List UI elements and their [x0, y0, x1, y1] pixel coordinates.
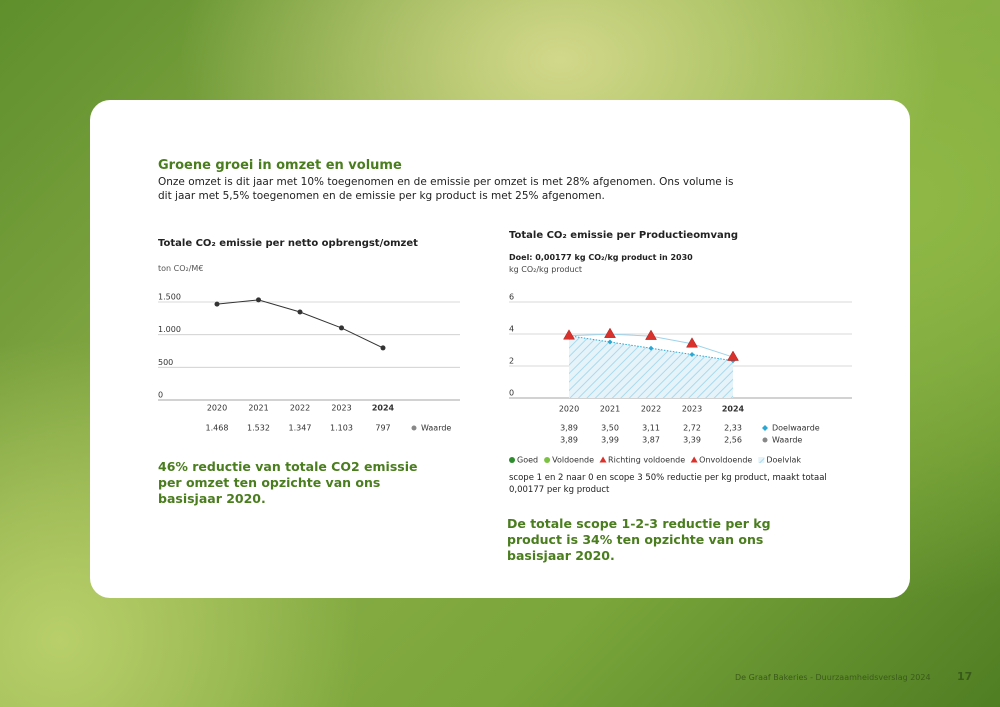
value-label: 3,11	[642, 424, 660, 433]
axis-unit: kg CO₂/kg product	[509, 265, 583, 274]
x-tick-label: 2023	[331, 404, 351, 413]
status-marker	[599, 456, 607, 463]
y-tick-label: 2	[509, 357, 514, 366]
highlight: De totale scope 1-2-3 reductie per kg pr…	[507, 516, 771, 563]
status-label: Voldoende	[552, 456, 594, 465]
axis-unit: ton CO₂/M€	[158, 264, 204, 273]
point	[297, 309, 303, 315]
status-label: Onvoldoende	[699, 456, 752, 465]
value-label: 2,56	[724, 436, 742, 445]
paragraph-line: Onze omzet is dit jaar met 10% toegenome…	[158, 176, 734, 188]
x-tick-label: 2023	[682, 405, 702, 414]
x-tick-label: 2021	[248, 404, 268, 413]
value-label: 3,87	[642, 436, 660, 445]
value-label: 1.347	[289, 424, 312, 433]
status-marker	[690, 456, 698, 463]
status-marker	[544, 457, 551, 463]
value-label: 3,50	[601, 424, 619, 433]
point	[607, 339, 613, 345]
point	[645, 329, 657, 340]
y-tick-label: 4	[509, 325, 514, 334]
value-label: 1.468	[206, 424, 229, 433]
value-label: 797	[375, 424, 390, 433]
x-tick-label: 2021	[600, 405, 620, 414]
x-tick-label: 2020	[559, 405, 579, 414]
point	[563, 329, 575, 340]
y-tick-label: 1.500	[158, 293, 181, 302]
point	[256, 297, 261, 303]
status-label: Doelvlak	[766, 456, 801, 465]
point	[339, 325, 344, 331]
legend-marker	[762, 437, 768, 443]
page-number: 17	[957, 670, 973, 683]
legend-marker	[762, 425, 768, 431]
y-tick-label: 1.000	[158, 325, 181, 334]
legend-label: Doelwaarde	[772, 424, 820, 433]
status-marker	[509, 457, 515, 463]
chart-subtitle: Doel: 0,00177 kg CO₂/kg product in 2030	[509, 253, 693, 262]
footer-text: De Graaf Bakeries - Duurzaamheidsverslag…	[735, 673, 931, 682]
chart-title: Totale CO₂ emissie per netto opbrengst/o…	[158, 238, 418, 249]
note: scope 1 en 2 naar 0 en scope 3 50% reduc…	[509, 473, 827, 495]
x-tick-label: 2022	[641, 405, 661, 414]
y-tick-label: 500	[158, 358, 173, 367]
point	[648, 345, 654, 351]
highlight: 46% reductie van totale CO2 emissie per …	[158, 459, 418, 506]
y-tick-label: 6	[509, 293, 514, 302]
value-label: 2,72	[683, 424, 701, 433]
series-line	[568, 335, 734, 362]
value-label: 3,89	[560, 436, 578, 445]
point	[604, 327, 616, 338]
value-label: 2,33	[724, 424, 742, 433]
point	[727, 350, 739, 361]
legend-marker	[411, 425, 417, 431]
point	[689, 351, 695, 357]
y-tick-label: 0	[509, 389, 514, 398]
point	[214, 301, 220, 307]
value-label: 1.103	[330, 424, 353, 433]
section-title: Groene groei in omzet en volume	[158, 158, 402, 173]
point	[686, 337, 698, 348]
y-tick-label: 0	[158, 391, 163, 400]
status-marker	[758, 457, 765, 463]
target-area	[569, 335, 733, 398]
series-line	[216, 299, 384, 349]
legend-label: Waarde	[772, 436, 802, 445]
value-label: 1.532	[247, 424, 270, 433]
status-label: Goed	[517, 456, 538, 465]
paragraph-line: dit jaar met 5,5% toegenomen en de emiss…	[158, 190, 605, 202]
status-label: Richting voldoende	[608, 456, 685, 465]
value-label: 3,99	[601, 436, 619, 445]
value-label: 3,89	[560, 424, 578, 433]
value-label: 3,39	[683, 436, 701, 445]
x-tick-label: 2024	[722, 405, 745, 414]
chart-title: Totale CO₂ emissie per Productieomvang	[509, 230, 739, 241]
card	[90, 100, 910, 598]
x-tick-label: 2024	[372, 404, 395, 413]
x-tick-label: 2020	[207, 404, 227, 413]
x-tick-label: 2022	[290, 404, 310, 413]
point	[380, 345, 386, 351]
legend-label: Waarde	[421, 424, 451, 433]
